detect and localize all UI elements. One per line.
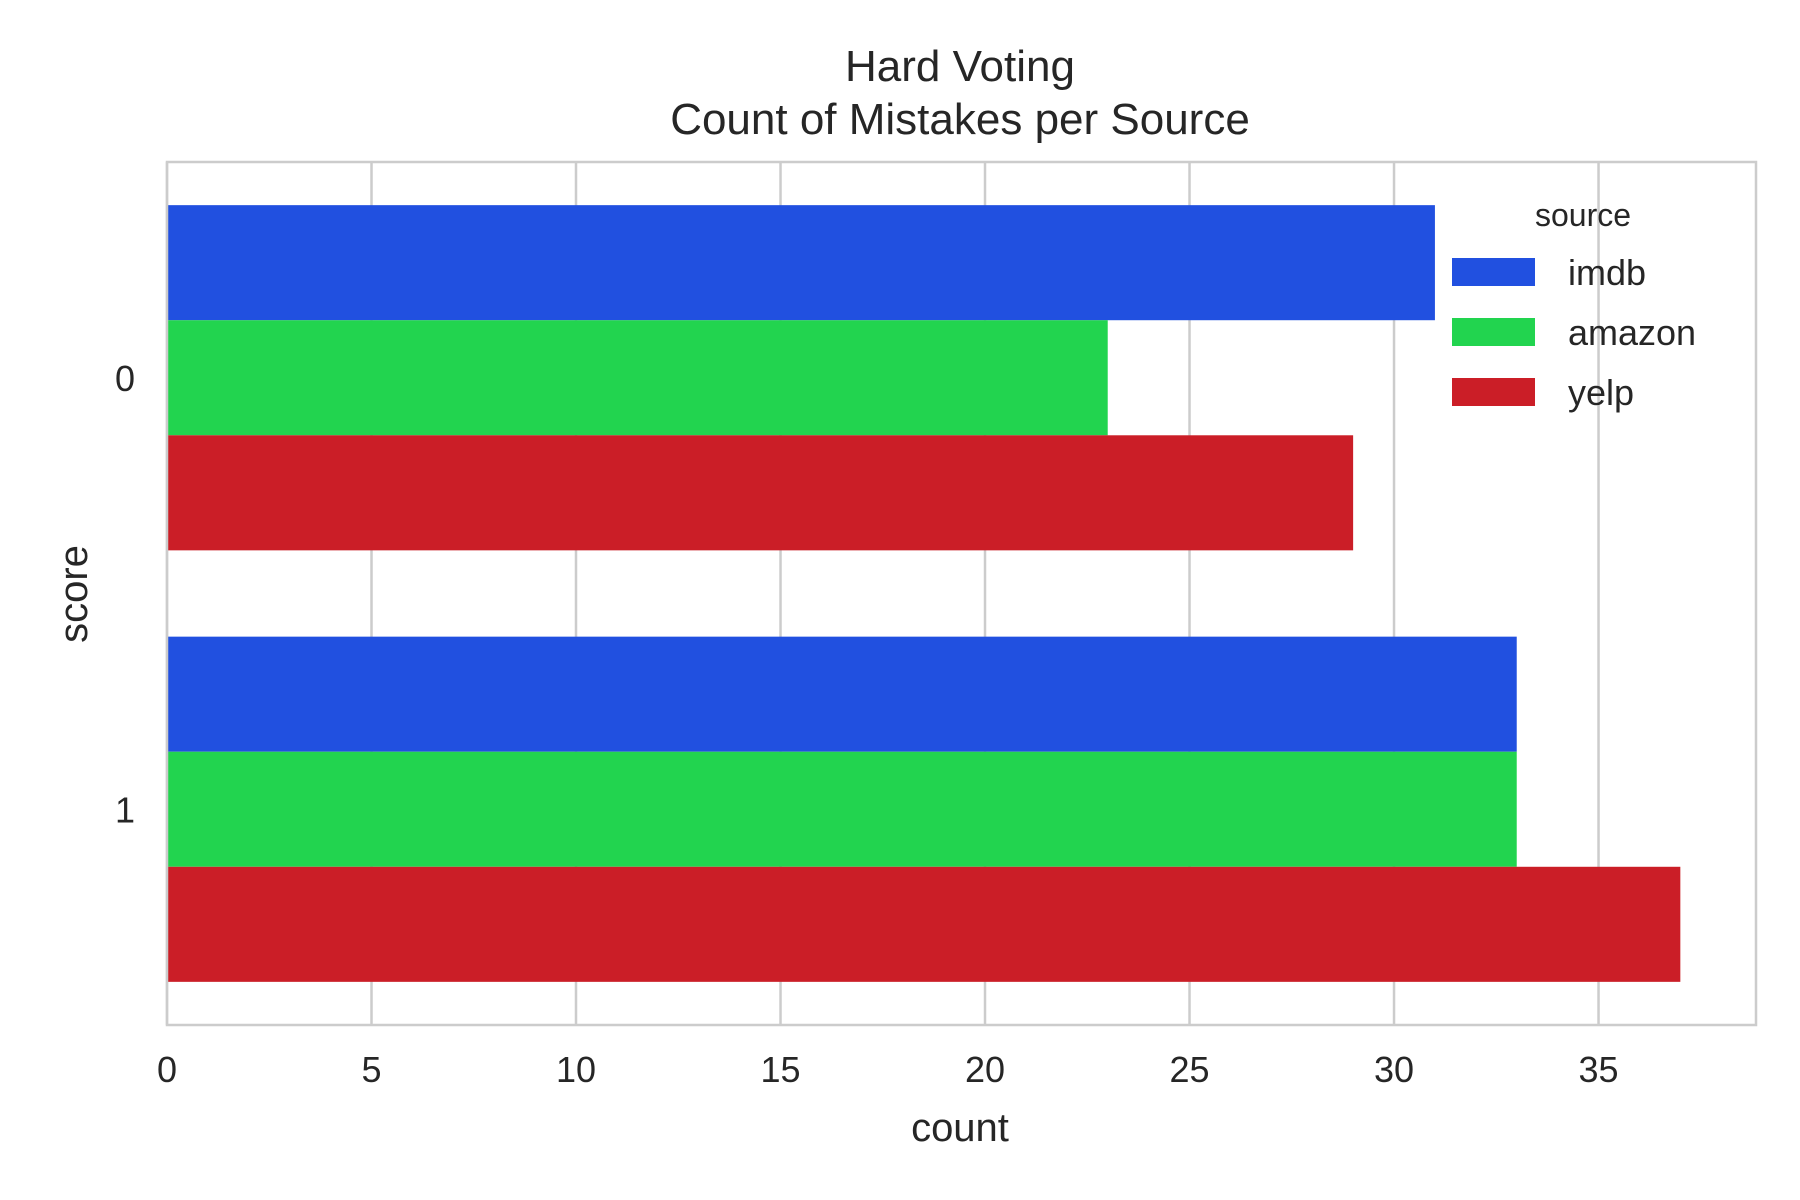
x-tick-labels: 0 5 10 15 20 25 30 35 <box>157 1049 1619 1090</box>
y-tick-label: 1 <box>115 789 135 830</box>
legend-swatch-yelp <box>1452 378 1535 406</box>
bar-imdb-0 <box>167 205 1435 321</box>
chart-subtitle: Count of Mistakes per Source <box>670 95 1250 144</box>
legend-title: source <box>1535 197 1631 233</box>
bar-imdb-1 <box>167 636 1517 752</box>
x-tick-label: 5 <box>361 1049 381 1090</box>
y-tick-labels: 01 <box>115 358 135 831</box>
x-tick-label: 15 <box>760 1049 800 1090</box>
y-tick-label: 0 <box>115 358 135 399</box>
plot-area-frame <box>165 160 1758 1027</box>
legend-swatch-imdb <box>1452 258 1535 286</box>
x-tick-label: 20 <box>965 1049 1005 1090</box>
x-axis-label: count <box>911 1106 1009 1150</box>
legend-swatch-amazon <box>1452 318 1535 346</box>
legend-label-yelp: yelp <box>1568 372 1634 413</box>
bars-layer <box>167 205 1681 982</box>
y-axis-label: score <box>52 545 96 643</box>
chart-title: Hard Voting <box>845 42 1075 91</box>
legend-label-amazon: amazon <box>1568 312 1696 353</box>
bar-yelp-1 <box>167 866 1681 982</box>
x-tick-label: 35 <box>1579 1049 1619 1090</box>
x-tick-label: 30 <box>1374 1049 1414 1090</box>
legend: source imdb amazon yelp <box>1452 197 1696 413</box>
legend-label-imdb: imdb <box>1568 252 1646 293</box>
bar-amazon-0 <box>167 320 1108 436</box>
bar-amazon-1 <box>167 751 1517 867</box>
bar-yelp-0 <box>167 435 1354 551</box>
x-tick-label: 25 <box>1169 1049 1209 1090</box>
x-tick-label: 0 <box>157 1049 177 1090</box>
x-tick-label: 10 <box>556 1049 596 1090</box>
